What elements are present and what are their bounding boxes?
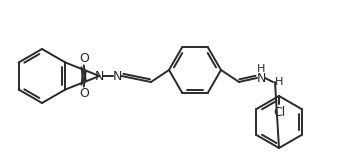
Text: H: H: [257, 64, 265, 74]
Text: N: N: [256, 72, 266, 84]
Text: H: H: [275, 77, 283, 87]
Text: N: N: [113, 70, 122, 83]
Text: N: N: [95, 70, 104, 83]
Text: O: O: [79, 87, 89, 100]
Text: O: O: [79, 52, 89, 65]
Text: Cl: Cl: [273, 106, 285, 119]
